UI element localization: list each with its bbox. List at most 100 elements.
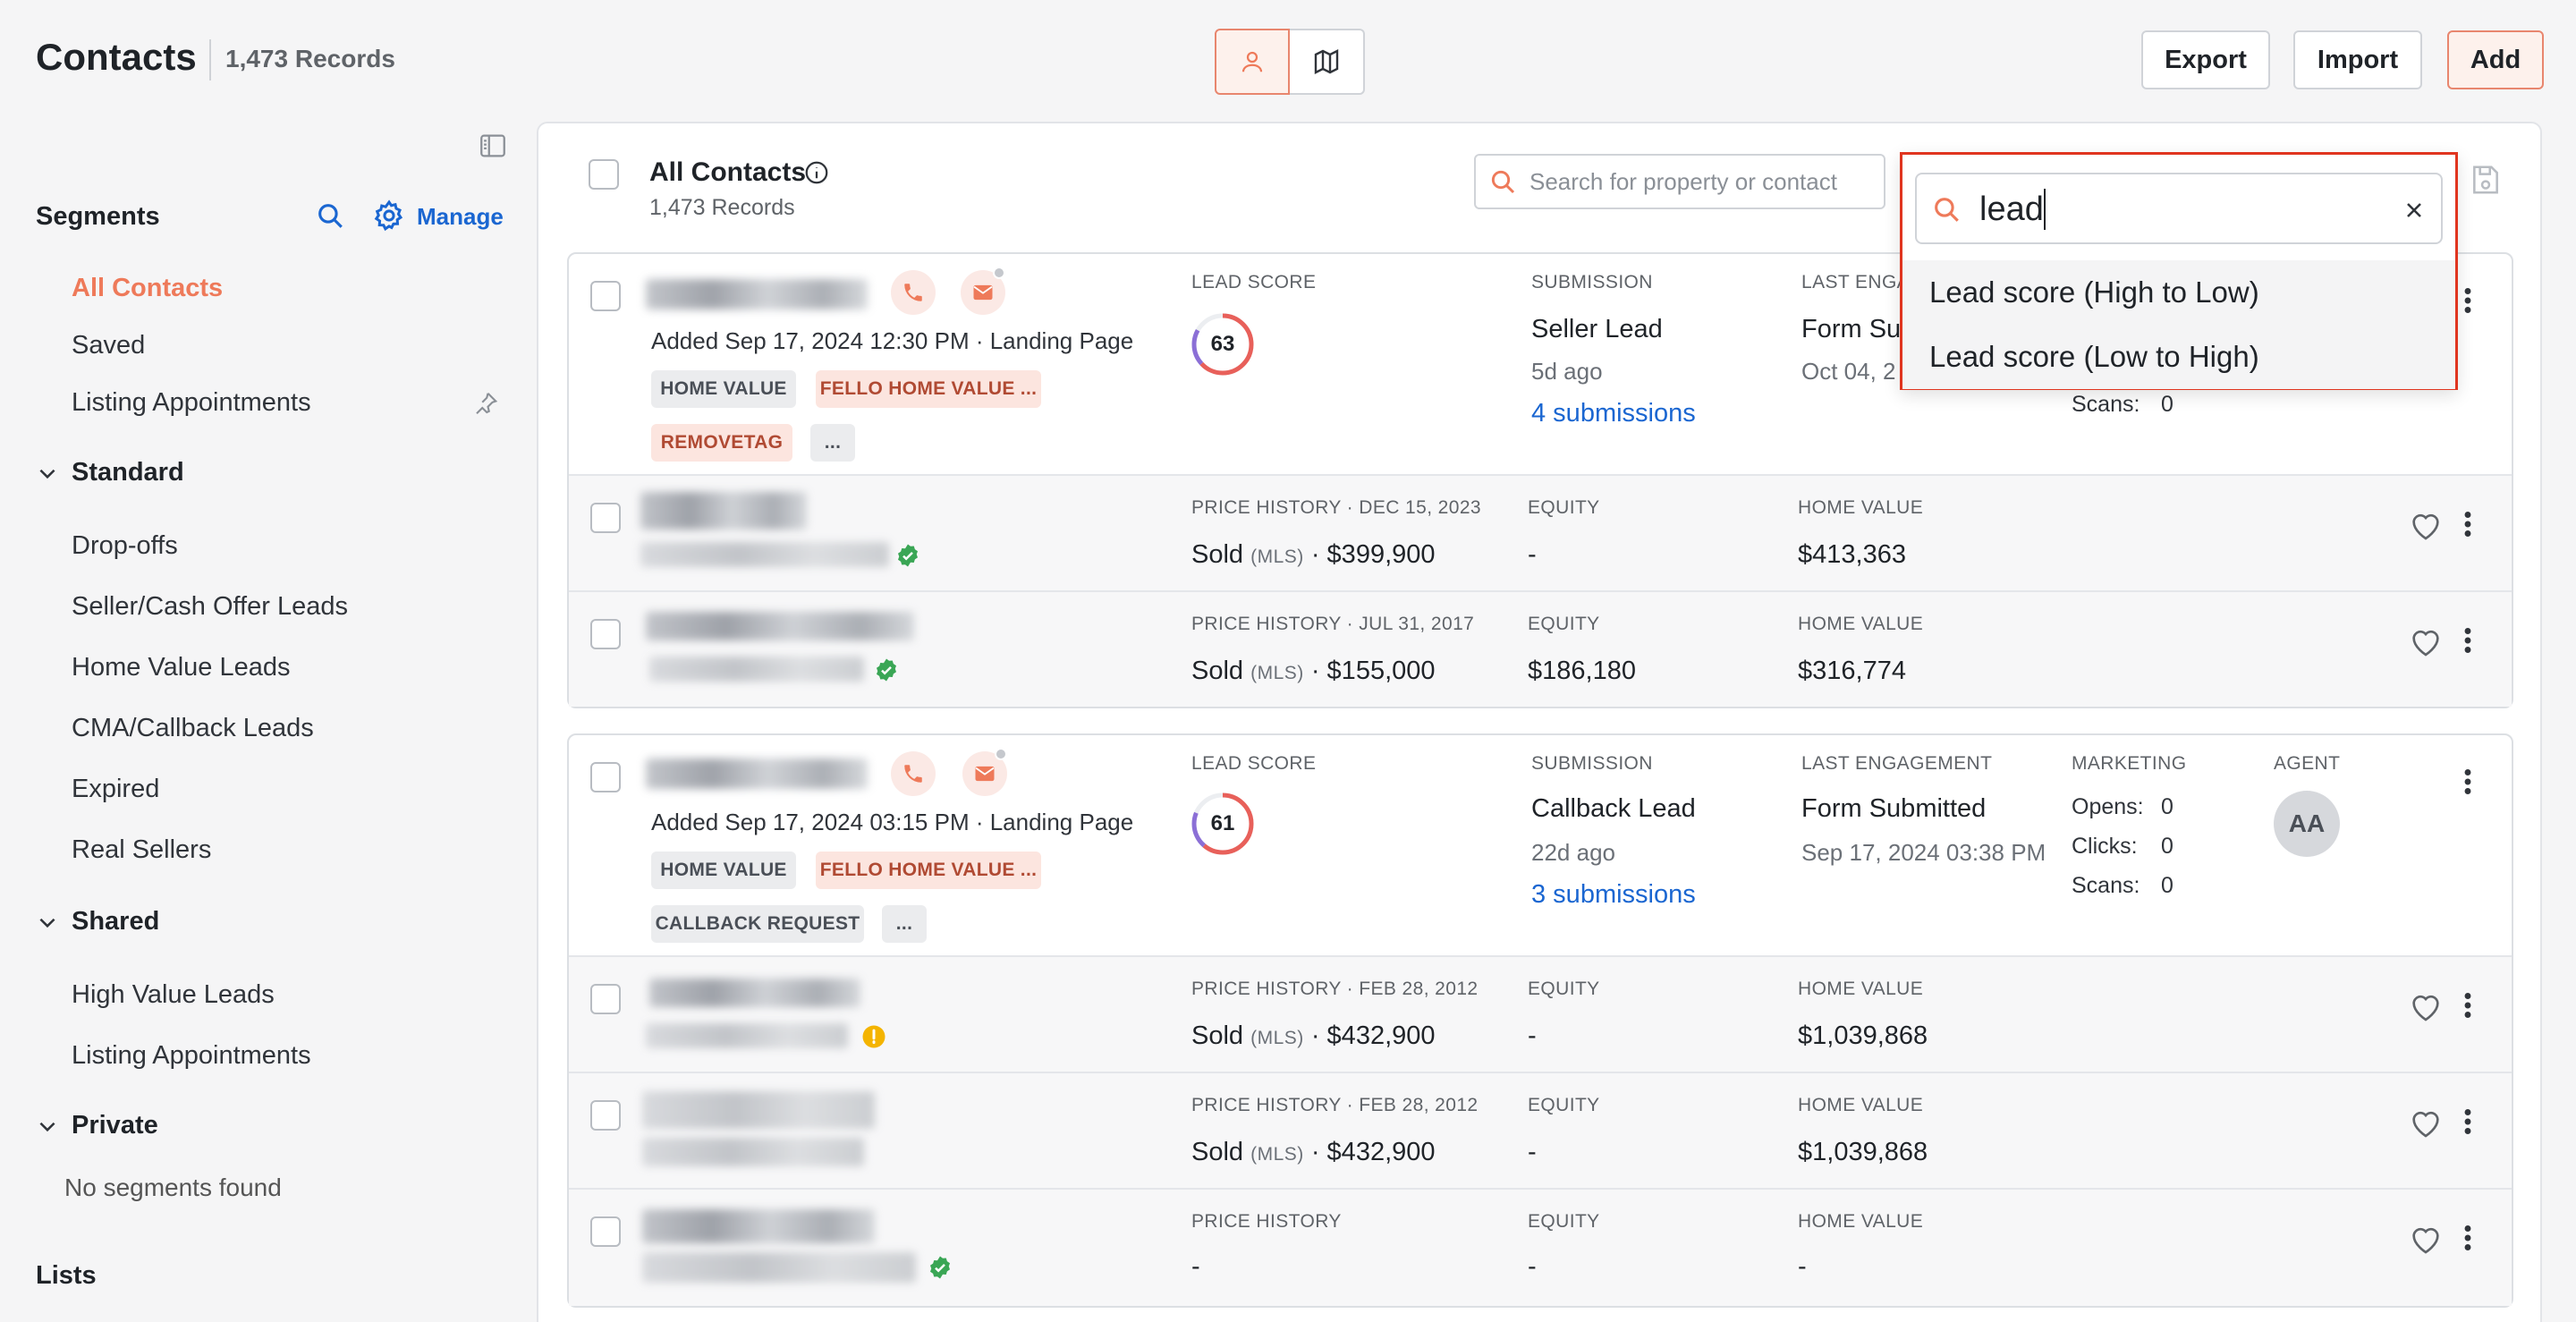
contact-name-redacted	[646, 758, 868, 789]
verified-icon	[877, 658, 896, 682]
mail-icon	[975, 766, 995, 782]
row-checkbox[interactable]	[590, 281, 621, 311]
lists-heading: Lists	[36, 1261, 97, 1290]
last-engagement-label: LAST ENGAGEMENT	[1801, 753, 1993, 774]
sidebar-item-saved[interactable]: Saved	[72, 331, 146, 360]
lead-score-value: 61	[1210, 811, 1235, 835]
row-checkbox[interactable]	[590, 1100, 621, 1131]
price-history-label: PRICE HISTORY · FEB 28, 2012	[1191, 979, 1479, 999]
equity-value: $186,180	[1528, 657, 1636, 685]
contact-search-input[interactable]: Search for property or contact	[1474, 154, 1885, 209]
call-button[interactable]	[891, 751, 936, 796]
more-options-icon[interactable]	[2454, 508, 2481, 540]
sidebar-item-all-contacts[interactable]: All Contacts	[72, 274, 224, 302]
search-placeholder: Search for property or contact	[1530, 167, 1837, 195]
row-checkbox[interactable]	[590, 1216, 621, 1247]
more-options-icon[interactable]	[2454, 766, 2481, 798]
lead-score-label: LEAD SCORE	[1191, 753, 1317, 774]
sidebar-item-high-value-leads[interactable]: High Value Leads	[72, 980, 275, 1009]
save-view-icon[interactable]	[2469, 163, 2503, 197]
submissions-link[interactable]: 3 submissions	[1531, 880, 1696, 909]
chevron-down-icon	[39, 918, 55, 928]
sort-search-input[interactable]: lead	[1915, 173, 2443, 244]
heart-icon[interactable]	[2408, 624, 2444, 658]
home-value-label: HOME VALUE	[1798, 1211, 1924, 1232]
shared-group-toggle[interactable]: Shared	[36, 907, 159, 936]
lead-score-ring: 63	[1190, 311, 1256, 377]
sidebar-item-real-sellers[interactable]: Real Sellers	[72, 835, 212, 864]
tag[interactable]: REMOVETAG	[651, 424, 792, 462]
price-history-label: PRICE HISTORY	[1191, 1211, 1342, 1232]
row-checkbox[interactable]	[590, 762, 621, 792]
submission-age: 22d ago	[1531, 839, 1615, 866]
tag[interactable]: FELLO HOME VALUE ...	[816, 370, 1041, 408]
add-button[interactable]: Add	[2447, 30, 2544, 89]
tag[interactable]: HOME VALUE	[651, 852, 796, 889]
sort-option-low-to-high[interactable]: Lead score (Low to High)	[1902, 325, 2455, 389]
row-checkbox[interactable]	[590, 984, 621, 1014]
tag[interactable]: FELLO HOME VALUE ...	[816, 852, 1041, 889]
info-icon[interactable]	[803, 159, 830, 186]
property-address-redacted	[640, 492, 807, 530]
phone-icon	[904, 284, 922, 301]
heart-icon[interactable]	[2408, 508, 2444, 542]
more-tags-button[interactable]: ...	[882, 905, 927, 943]
heart-icon[interactable]	[2408, 989, 2444, 1023]
tag[interactable]: CALLBACK REQUEST	[651, 905, 864, 943]
collapse-sidebar-icon[interactable]	[478, 131, 508, 161]
sidebar-item-home-value-leads[interactable]: Home Value Leads	[72, 653, 291, 682]
manage-segments-link[interactable]: Manage	[417, 203, 504, 230]
agent-avatar[interactable]: AA	[2274, 791, 2340, 857]
more-options-icon[interactable]	[2454, 989, 2481, 1021]
search-icon	[1935, 198, 1959, 222]
scans-value: 0	[2161, 392, 2174, 417]
text-caret	[2044, 189, 2046, 230]
heart-icon[interactable]	[2408, 1222, 2444, 1256]
row-checkbox[interactable]	[590, 503, 621, 533]
gear-icon[interactable]	[372, 199, 406, 233]
sidebar-item-cma-callback-leads[interactable]: CMA/Callback Leads	[72, 714, 314, 742]
more-tags-button[interactable]: ...	[810, 424, 855, 462]
clear-icon[interactable]	[2402, 198, 2427, 223]
call-button[interactable]	[891, 270, 936, 315]
sort-search-value: lead	[1979, 191, 2044, 228]
property-address-redacted	[642, 1091, 875, 1129]
sidebar-item-expired[interactable]: Expired	[72, 775, 160, 803]
more-options-icon[interactable]	[2454, 284, 2481, 317]
opens-label: Opens:	[2072, 794, 2144, 819]
phone-icon	[904, 765, 922, 783]
export-button[interactable]: Export	[2141, 30, 2270, 89]
pin-icon[interactable]	[472, 390, 499, 417]
tag[interactable]: HOME VALUE	[651, 370, 796, 408]
import-button[interactable]: Import	[2293, 30, 2422, 89]
home-value-label: HOME VALUE	[1798, 497, 1924, 518]
equity-value: -	[1528, 540, 1537, 569]
select-all-checkbox[interactable]	[589, 159, 619, 190]
price-value: Sold (MLS) · $399,900	[1191, 540, 1436, 569]
sort-option-high-to-low[interactable]: Lead score (High to Low)	[1902, 260, 2455, 325]
sidebar-item-seller-cash-offer-leads[interactable]: Seller/Cash Offer Leads	[72, 592, 348, 621]
scans-label: Scans:	[2072, 392, 2140, 417]
submission-age: 5d ago	[1531, 358, 1603, 385]
more-options-icon[interactable]	[2454, 624, 2481, 657]
lead-score-label: LEAD SCORE	[1191, 272, 1317, 292]
price-value: Sold (MLS) · $155,000	[1191, 657, 1436, 685]
map-view-button[interactable]	[1290, 29, 1365, 95]
submissions-link[interactable]: 4 submissions	[1531, 399, 1696, 428]
more-options-icon[interactable]	[2454, 1106, 2481, 1138]
private-group-toggle[interactable]: Private	[36, 1111, 158, 1140]
standard-group-toggle[interactable]: Standard	[36, 458, 184, 487]
row-checkbox[interactable]	[590, 619, 621, 649]
home-value-label: HOME VALUE	[1798, 979, 1924, 999]
heart-icon[interactable]	[2408, 1106, 2444, 1140]
more-options-icon[interactable]	[2454, 1222, 2481, 1254]
private-heading: Private	[72, 1111, 158, 1140]
property-city-redacted	[642, 1252, 916, 1283]
sidebar-item-drop-offs[interactable]: Drop-offs	[72, 531, 178, 560]
segment-search-icon[interactable]	[315, 200, 345, 231]
lead-score-value: 63	[1210, 332, 1235, 356]
list-view-button[interactable]	[1215, 29, 1290, 95]
sidebar-item-shared-listing-appointments[interactable]: Listing Appointments	[72, 1041, 311, 1070]
equity-label: EQUITY	[1528, 614, 1600, 634]
sidebar-item-listing-appointments[interactable]: Listing Appointments	[72, 388, 311, 417]
